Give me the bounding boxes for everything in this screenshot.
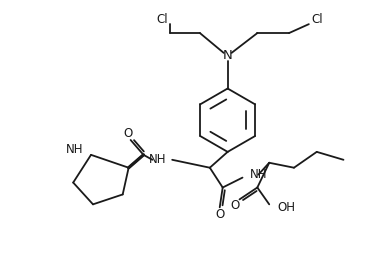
Text: Cl: Cl (311, 13, 323, 26)
Text: NH: NH (250, 168, 267, 181)
Text: OH: OH (277, 201, 295, 214)
Text: N: N (223, 49, 233, 62)
Text: O: O (123, 126, 132, 140)
Text: O: O (230, 199, 239, 212)
Text: O: O (215, 208, 224, 221)
Text: Cl: Cl (157, 13, 168, 26)
Text: NH: NH (149, 153, 166, 166)
Text: NH: NH (66, 143, 83, 157)
